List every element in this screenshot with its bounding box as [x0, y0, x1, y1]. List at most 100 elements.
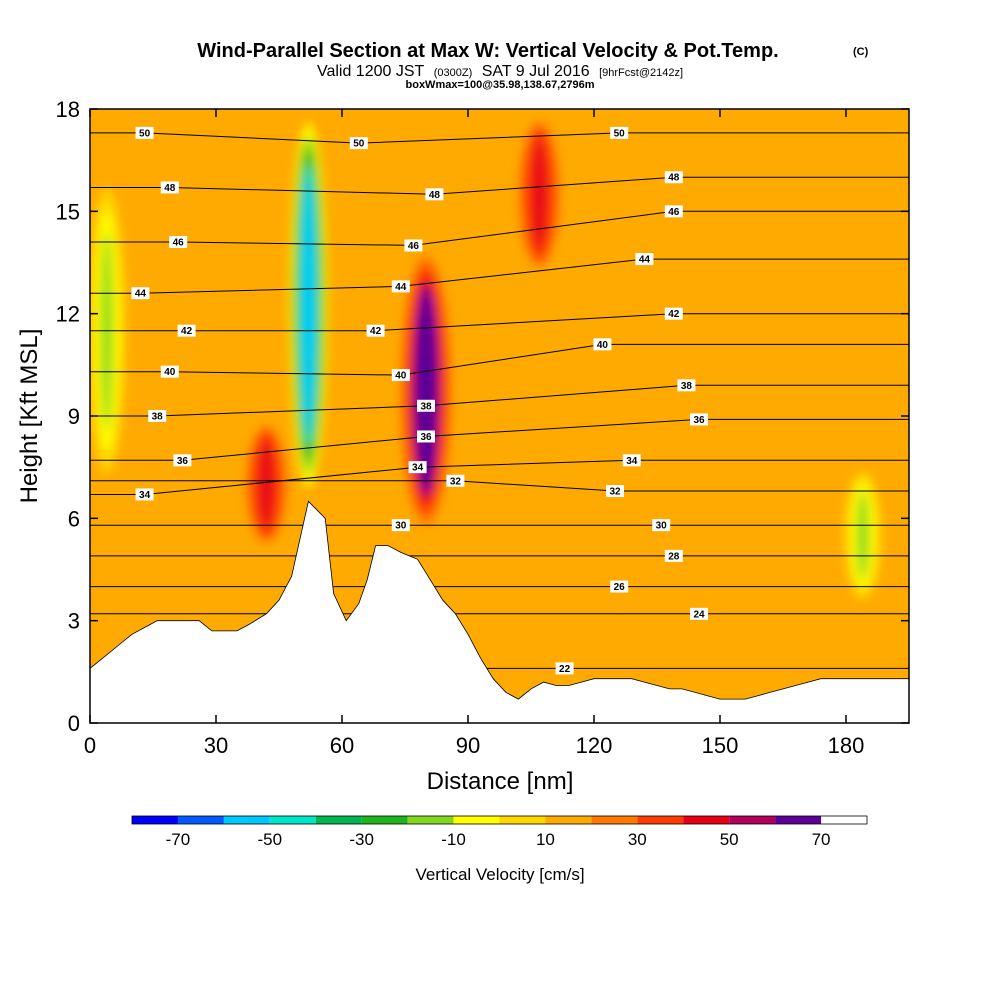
- theta-label-bg: [366, 324, 385, 337]
- theta-label-text: 22: [559, 664, 571, 675]
- y-tick-label: 9: [68, 404, 80, 429]
- theta-label-text: 48: [429, 190, 441, 201]
- colorbar-tick-label: 30: [628, 830, 647, 849]
- chart-subtitle-box: boxWmax=100@35.98,138.67,2796m: [406, 79, 595, 91]
- theta-label-bg: [664, 205, 683, 218]
- y-axis-label: Height [Kft MSL]: [16, 329, 43, 504]
- w-feature-downdraft-5-level-4: [857, 491, 869, 580]
- theta-label-text: 50: [139, 128, 151, 139]
- theta-label-text: 46: [173, 238, 185, 249]
- colorbar-tick-label: -10: [441, 830, 466, 849]
- theta-label-26-32: 26: [610, 580, 629, 593]
- theta-label-bg: [677, 379, 696, 392]
- colorbar-swatch: [407, 816, 454, 824]
- colorbar-swatch: [315, 816, 362, 824]
- theta-label-30-19: 30: [391, 519, 410, 532]
- theta-label-text: 42: [181, 326, 193, 337]
- y-tick-label: 12: [56, 302, 80, 327]
- theta-label-38-15: 38: [417, 399, 435, 412]
- theta-label-50-0: 50: [135, 126, 154, 139]
- colorbar-swatch: [361, 816, 408, 824]
- theta-label-36-7: 36: [173, 454, 192, 467]
- theta-label-text: 44: [135, 289, 147, 300]
- theta-label-bg: [160, 365, 179, 378]
- colorbar-swatch: [591, 816, 638, 824]
- theta-label-42-13: 42: [366, 324, 385, 337]
- theta-label-text: 48: [164, 183, 176, 194]
- theta-label-bg: [135, 488, 154, 501]
- theta-label-text: 50: [614, 128, 626, 139]
- theta-label-text: 40: [164, 367, 176, 378]
- theta-label-bg: [610, 126, 629, 139]
- w-feature-updraft-2-level-4: [258, 439, 274, 529]
- field-features: [90, 114, 882, 599]
- theta-label-text: 36: [177, 456, 189, 467]
- colorbar-tick-label: -50: [258, 830, 283, 849]
- x-tick-label: 150: [702, 733, 739, 758]
- theta-label-32-29: 32: [606, 485, 624, 498]
- theta-label-44-23: 44: [635, 253, 654, 266]
- theta-label-bg: [664, 307, 683, 320]
- colorbar-swatch: [223, 816, 270, 824]
- colorbar-label: Vertical Velocity [cm/s]: [415, 865, 584, 884]
- colorbar-swatch: [637, 816, 684, 824]
- theta-label-50-20: 50: [610, 126, 629, 139]
- x-tick-label: 90: [456, 733, 480, 758]
- colorbar-tick-label: 50: [720, 830, 739, 849]
- colorbar-frame: [131, 815, 868, 825]
- theta-label-34-28: 34: [622, 454, 641, 467]
- colorbar-swatch: [177, 816, 224, 824]
- theta-label-24-33: 24: [690, 607, 708, 620]
- x-axis-label: Distance [nm]: [427, 768, 574, 795]
- theta-label-bg: [417, 399, 435, 412]
- theta-label-text: 38: [152, 412, 164, 423]
- theta-label-22-34: 22: [555, 662, 574, 675]
- theta-label-text: 44: [395, 282, 407, 293]
- theta-label-text: 36: [693, 415, 705, 426]
- y-tick-label: 0: [68, 711, 80, 736]
- theta-label-46-2: 46: [169, 236, 188, 249]
- theta-label-bg: [425, 188, 444, 201]
- subtitle-forecast: [9hrFcst@2142z]: [599, 67, 683, 79]
- theta-label-text: 38: [681, 381, 693, 392]
- theta-label-bg: [349, 137, 368, 150]
- colorbar-swatch: [269, 816, 316, 824]
- theta-label-bg: [160, 181, 179, 194]
- theta-label-bg: [555, 662, 574, 675]
- x-tick-label: 0: [84, 733, 96, 758]
- theta-label-bg: [690, 413, 708, 426]
- theta-label-bg: [593, 338, 612, 351]
- theta-label-30-30: 30: [652, 519, 671, 532]
- theta-label-36-16: 36: [417, 430, 435, 443]
- theta-label-text: 28: [668, 551, 680, 562]
- theta-label-38-6: 38: [148, 410, 167, 423]
- theta-label-46-11: 46: [404, 239, 423, 252]
- w-feature-downdraft-0-level-4: [302, 177, 314, 433]
- theta-label-bg: [664, 171, 683, 184]
- copyright-mark: (C): [853, 46, 869, 58]
- theta-label-text: 42: [370, 326, 382, 337]
- theta-label-48-21: 48: [664, 171, 683, 184]
- theta-label-44-3: 44: [131, 287, 150, 300]
- theta-label-bg: [148, 410, 167, 422]
- theta-label-38-26: 38: [677, 379, 696, 392]
- theta-label-bg: [610, 580, 629, 593]
- theta-label-46-22: 46: [664, 205, 683, 218]
- colorbar-tick-label: 70: [812, 830, 831, 849]
- theta-label-48-1: 48: [160, 181, 179, 194]
- colorbar-swatch: [132, 816, 178, 824]
- theta-label-bg: [391, 369, 410, 382]
- colorbar-swatch: [545, 816, 592, 824]
- theta-label-text: 44: [639, 255, 651, 266]
- subtitle-utc: (0300Z): [434, 67, 473, 79]
- x-tick-label: 30: [204, 733, 228, 758]
- colorbar-swatch: [499, 816, 546, 824]
- w-feature-updraft-1-level-4: [418, 296, 434, 485]
- colorbar-tick-label: -30: [349, 830, 374, 849]
- theta-label-bg: [173, 454, 192, 467]
- theta-label-bg: [131, 287, 150, 300]
- subtitle-valid: Valid 1200 JST: [317, 63, 425, 80]
- theta-label-text: 40: [597, 340, 609, 351]
- theta-label-text: 32: [609, 487, 621, 498]
